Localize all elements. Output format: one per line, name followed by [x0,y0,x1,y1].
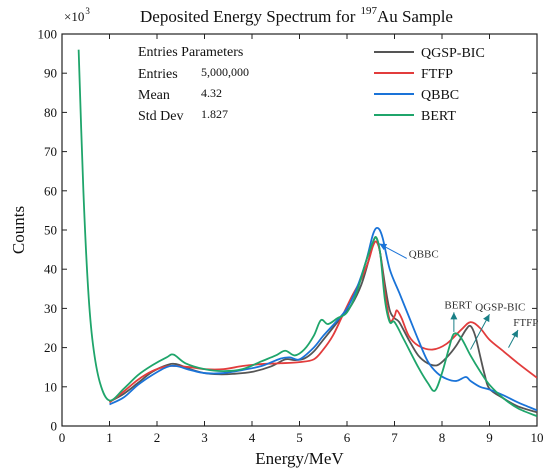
annotation-arrow-bert-head [450,312,458,320]
annotation-label-qbbc: QBBC [409,248,439,260]
x-tick-label: 4 [249,430,256,445]
series-line-qbbc [109,226,537,412]
y-tick-label: 90 [44,66,57,81]
x-tick-label: 5 [296,430,303,445]
legend-label-bert: BERT [421,109,456,124]
stats-value: 1.827 [201,107,228,121]
legend-label-qbbc: QBBC [421,88,459,103]
plot-frame [61,33,538,427]
x-tick-label: 1 [106,430,113,445]
stats-label: Mean [138,88,170,103]
y-axis-label: Counts [9,206,28,254]
x-axis-label: Energy/MeV [255,449,344,468]
y-tick-label: 50 [44,223,57,238]
y-multiplier: ×10 3 [64,6,90,24]
x-tick-label: 9 [486,430,493,445]
annotation-arrow-ftfp-head [511,329,518,338]
y-tick-label: 100 [38,27,58,42]
annotation-arrow-qgsp-bic-head [483,314,490,323]
legend: QGSP-BIC FTFP QBBC BERT [374,46,485,124]
y-multiplier-exponent: 3 [85,6,90,16]
x-tick-label: 3 [201,430,208,445]
x-tick-label: 8 [439,430,446,445]
stats-label: Entries [138,67,178,82]
series-line-bert [77,49,537,418]
annotation-arrow-qbbc-head [379,243,388,251]
x-tick-label: 6 [344,430,351,445]
chart-title-main: Deposited Energy Spectrum for [140,7,356,26]
y-tick-label: 20 [44,340,57,355]
x-tick-label: 0 [59,430,66,445]
chart-title-tail: Au Sample [377,7,453,26]
legend-label-ftfp: FTFP [421,67,453,82]
y-tick-label: 0 [51,419,58,434]
chart-title-superscript: 197 [360,5,377,17]
stats-value: 5,000,000 [201,65,249,79]
legend-label-qgsp-bic: QGSP-BIC [421,46,485,61]
annotation-label-bert: BERT [444,299,472,311]
x-tick-label: 7 [391,430,398,445]
series-line-ftfp [108,240,537,404]
y-tick-label: 60 [44,183,57,198]
y-tick-label: 70 [44,144,57,159]
stats-label: Std Dev [138,109,184,124]
stats-header: Entries Parameters [138,45,243,60]
y-tick-label: 80 [44,105,57,120]
y-tick-label: 40 [44,262,57,277]
y-tick-label: 30 [44,301,57,316]
stats-box: Entries Parameters Entries 5,000,000 Mean 4.… [138,45,249,124]
y-multiplier-base: ×10 [64,9,84,24]
y-tick-label: 10 [44,379,57,394]
annotation-label-ftfp: FTFP [513,317,538,329]
chart-title: Deposited Energy Spectrum for 197 Au Sam… [140,5,453,26]
annotation-label-qgsp-bic: QGSP-BIC [475,301,525,313]
series-layer [77,49,537,418]
series-line-qgsp-bic [109,236,537,414]
stats-value: 4.32 [201,86,222,100]
x-tick-label: 10 [531,430,544,445]
annotations-layer: QBBC BERT QGSP-BIC FTFP [379,243,538,350]
x-tick-label: 2 [154,430,161,445]
